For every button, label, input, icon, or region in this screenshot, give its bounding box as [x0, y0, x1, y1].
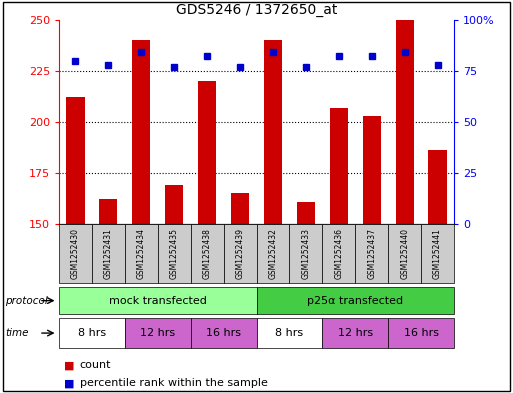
- Text: 8 hrs: 8 hrs: [78, 328, 106, 338]
- Text: GSM1252432: GSM1252432: [268, 228, 278, 279]
- Bar: [59, 287, 256, 314]
- Bar: [256, 224, 289, 283]
- Text: GSM1252438: GSM1252438: [203, 228, 212, 279]
- Bar: [355, 224, 388, 283]
- Bar: [388, 318, 454, 348]
- Bar: [59, 318, 125, 348]
- Text: 16 hrs: 16 hrs: [206, 328, 241, 338]
- Text: GSM1252440: GSM1252440: [400, 228, 409, 279]
- Bar: [297, 202, 315, 224]
- Bar: [289, 224, 322, 283]
- Text: GSM1252434: GSM1252434: [137, 228, 146, 279]
- Bar: [191, 318, 256, 348]
- Bar: [396, 18, 413, 224]
- Text: 8 hrs: 8 hrs: [275, 328, 304, 338]
- Bar: [322, 318, 388, 348]
- Bar: [132, 40, 150, 224]
- Text: GSM1252439: GSM1252439: [235, 228, 245, 279]
- Text: ■: ■: [64, 360, 74, 371]
- Text: GSM1252430: GSM1252430: [71, 228, 80, 279]
- Bar: [330, 108, 348, 224]
- Text: count: count: [80, 360, 111, 371]
- Bar: [92, 224, 125, 283]
- Bar: [421, 224, 454, 283]
- Text: GSM1252435: GSM1252435: [170, 228, 179, 279]
- Bar: [322, 224, 355, 283]
- Bar: [165, 185, 183, 224]
- Text: 16 hrs: 16 hrs: [404, 328, 439, 338]
- Text: p25α transfected: p25α transfected: [307, 296, 403, 306]
- Text: GSM1252437: GSM1252437: [367, 228, 376, 279]
- Bar: [224, 224, 256, 283]
- Text: percentile rank within the sample: percentile rank within the sample: [80, 378, 267, 388]
- Bar: [388, 224, 421, 283]
- Bar: [125, 224, 158, 283]
- Text: GSM1252441: GSM1252441: [433, 228, 442, 279]
- Text: GSM1252436: GSM1252436: [334, 228, 343, 279]
- Bar: [428, 151, 447, 224]
- Bar: [158, 224, 191, 283]
- Bar: [125, 318, 191, 348]
- Bar: [191, 224, 224, 283]
- Text: GSM1252433: GSM1252433: [301, 228, 310, 279]
- Bar: [264, 40, 282, 224]
- Title: GDS5246 / 1372650_at: GDS5246 / 1372650_at: [176, 3, 337, 17]
- Text: time: time: [5, 328, 29, 338]
- Text: 12 hrs: 12 hrs: [140, 328, 175, 338]
- Text: 12 hrs: 12 hrs: [338, 328, 373, 338]
- Bar: [59, 224, 92, 283]
- Text: mock transfected: mock transfected: [109, 296, 207, 306]
- Bar: [66, 97, 85, 224]
- Bar: [256, 287, 454, 314]
- Text: GSM1252431: GSM1252431: [104, 228, 113, 279]
- Bar: [256, 318, 322, 348]
- Bar: [231, 193, 249, 224]
- Text: protocol: protocol: [5, 296, 48, 306]
- Bar: [363, 116, 381, 224]
- Text: ■: ■: [64, 378, 74, 388]
- Bar: [100, 200, 117, 224]
- Bar: [198, 81, 216, 224]
